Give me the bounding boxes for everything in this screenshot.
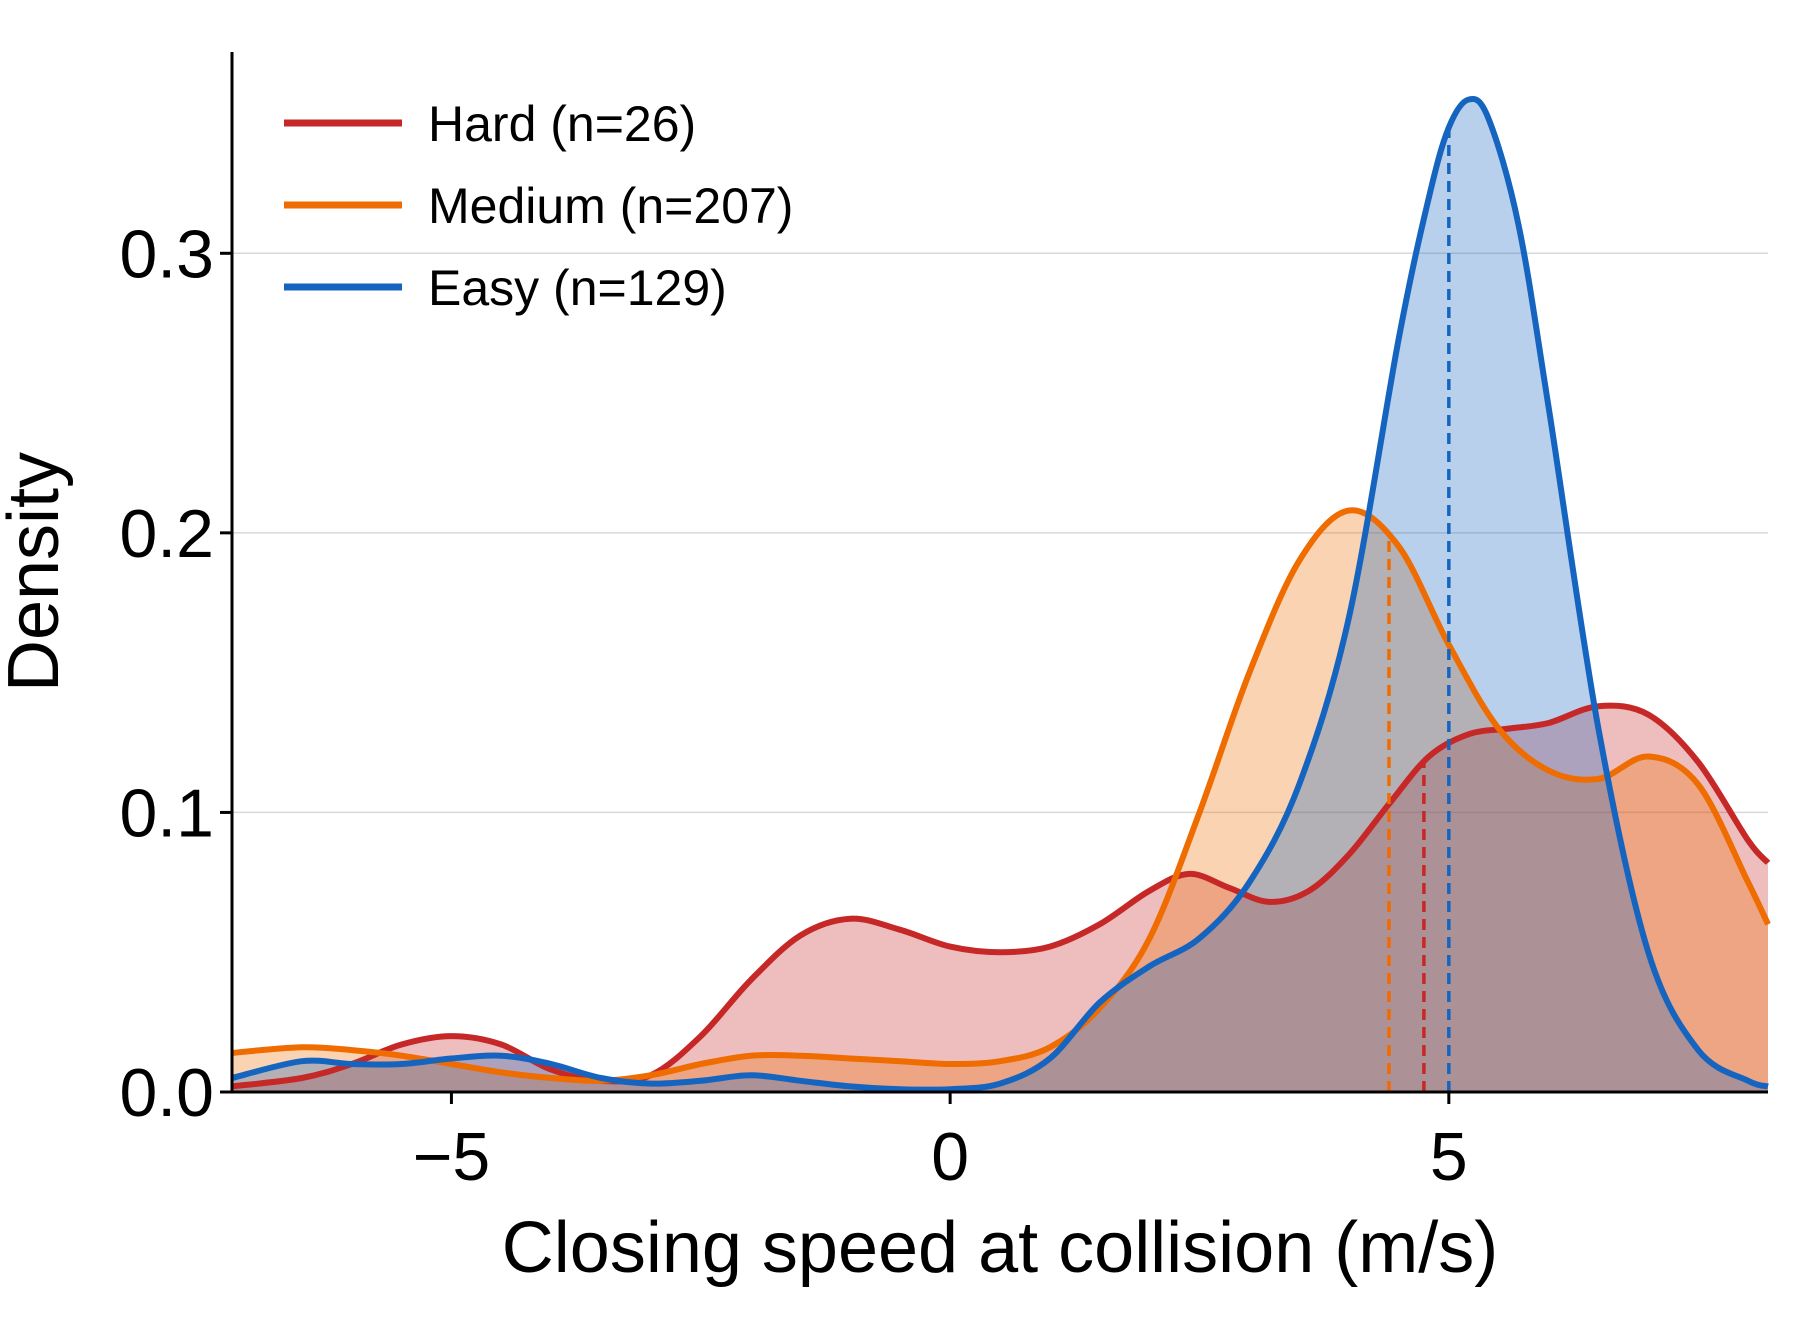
grid-lines: [232, 252, 1768, 814]
x-tick-label-0: −5: [413, 1119, 491, 1195]
density-lines: [231, 96, 1771, 1093]
y-tick-label-1: 0.1: [119, 775, 214, 851]
y-axis-label: Density: [0, 452, 74, 692]
legend-label-2: Easy (n=129): [428, 260, 727, 316]
y-tick-label-2: 0.2: [119, 496, 214, 572]
x-axis-label: Closing speed at collision (m/s): [502, 1208, 1498, 1288]
density-line-2: [231, 96, 1769, 1093]
legend-label-0: Hard (n=26): [428, 96, 696, 152]
density-fills: [232, 98, 1768, 1092]
density-fill-1: [232, 510, 1768, 1092]
x-tick-label-2: 5: [1430, 1119, 1468, 1195]
ticks: −5 0 5 0.0 0.1 0.2 0.3: [119, 216, 1467, 1195]
y-tick-label-0: 0.0: [119, 1055, 214, 1131]
x-tick-label-1: 0: [931, 1119, 969, 1195]
legend: Hard (n=26) Medium (n=207) Easy (n=129): [284, 96, 793, 316]
axes: [230, 52, 1768, 1094]
density-fill-0: [232, 705, 1768, 1092]
median-lines: [1387, 127, 1451, 1092]
density-line-1: [231, 507, 1771, 1084]
density-fill-2: [232, 98, 1768, 1092]
legend-label-1: Medium (n=207): [428, 178, 793, 234]
y-tick-label-3: 0.3: [119, 216, 214, 292]
